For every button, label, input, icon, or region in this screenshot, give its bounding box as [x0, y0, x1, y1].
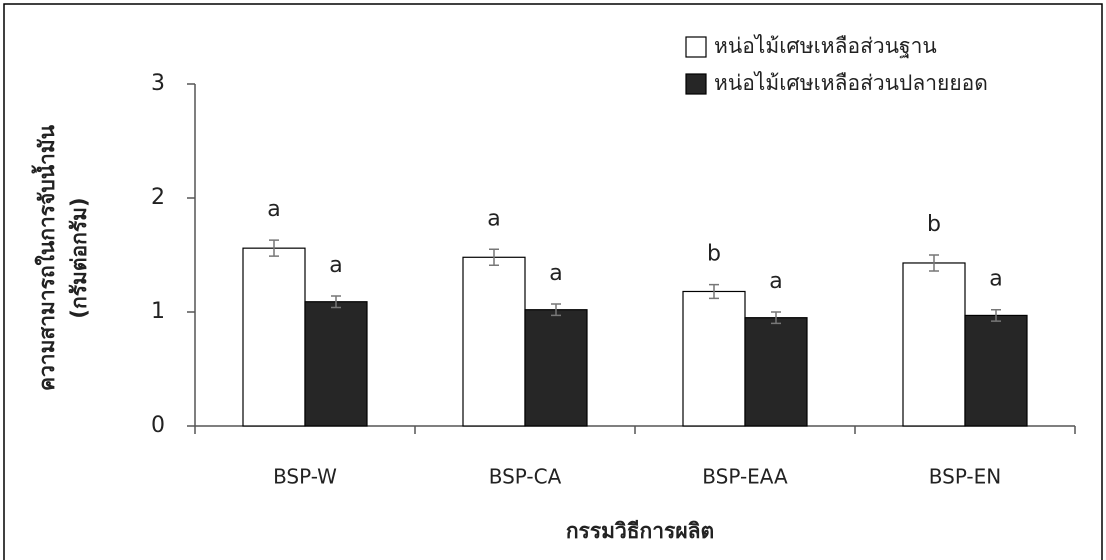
- error-bar: [551, 303, 561, 317]
- bar: [744, 317, 808, 427]
- significance-letter: a: [549, 261, 562, 286]
- significance-letter: b: [707, 242, 721, 267]
- legend-label: หน่อไม้เศษเหลือส่วนฐาน: [714, 34, 937, 58]
- error-bar: [771, 311, 781, 325]
- bar: [682, 290, 746, 427]
- error-bar: [269, 239, 279, 257]
- error-bar: [991, 308, 1001, 322]
- error-bar: [489, 248, 499, 267]
- error-bar: [709, 283, 719, 300]
- legend-label: หน่อไม้เศษเหลือส่วนปลายยอด: [714, 71, 988, 95]
- significance-letter: b: [927, 212, 941, 237]
- bar: [242, 247, 306, 427]
- bar: [304, 301, 368, 427]
- significance-letter: a: [329, 253, 342, 278]
- bar: [964, 314, 1028, 427]
- significance-letter: a: [989, 267, 1002, 292]
- error-bar: [331, 295, 341, 309]
- x-axis-label: กรรมวิธีการผลิต: [566, 519, 714, 543]
- y-axis-label: ความสามารถในการจับน้ำมัน: [31, 124, 59, 391]
- bar: [524, 309, 588, 427]
- significance-letter: a: [487, 206, 500, 231]
- x-tick-label: BSP-EAA: [702, 465, 788, 489]
- error-bar: [929, 254, 939, 272]
- legend-swatch: [685, 36, 707, 58]
- y-axis-label: (กรัมต่อกรัม): [67, 197, 91, 318]
- x-tick-label: BSP-W: [273, 465, 337, 489]
- significance-letter: a: [267, 197, 280, 222]
- bar: [462, 256, 526, 427]
- x-tick-label: BSP-CA: [489, 465, 562, 489]
- bar: [902, 262, 966, 427]
- legend-swatch: [685, 73, 707, 95]
- y-tick-label: 1: [151, 299, 165, 324]
- y-tick-label: 2: [151, 185, 165, 210]
- y-tick-label: 3: [151, 71, 165, 96]
- y-tick-label: 0: [151, 413, 165, 438]
- significance-letter: a: [769, 269, 782, 294]
- frame: [3, 3, 1103, 560]
- x-tick-label: BSP-EN: [929, 465, 1002, 489]
